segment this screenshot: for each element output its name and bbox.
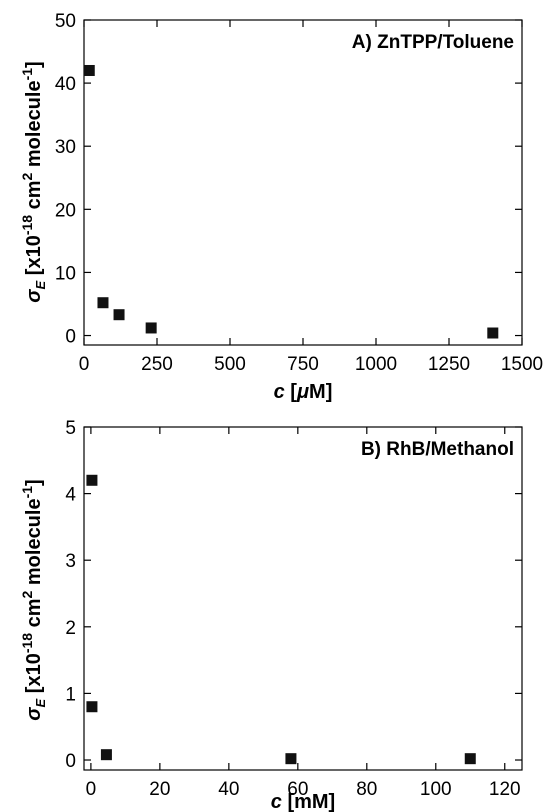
y-tick-label: 0: [65, 751, 76, 772]
data-point: [113, 309, 125, 321]
x-tick-label: 250: [141, 354, 173, 375]
y-tick-label: 5: [65, 418, 76, 439]
x-tick-label: 80: [356, 779, 377, 800]
x-tick-labels: 0 250 500 750 1000 1250 1500: [79, 354, 543, 375]
x-axis-title: c [μM]: [274, 381, 333, 403]
y-tick-label: 20: [55, 200, 76, 221]
y-tick-label: 50: [55, 11, 76, 32]
plot-frame: [83, 426, 523, 771]
x-tick-label: 0: [86, 779, 97, 800]
x-tick-label: 60: [287, 779, 308, 800]
data-point: [86, 474, 98, 486]
data-point: [464, 753, 476, 765]
y-tick-labels: 0 1 2 3 4 5: [65, 418, 76, 772]
x-axis-title: c [mM]: [271, 791, 335, 812]
x-tick-label: 1500: [501, 354, 543, 375]
x-tick-label: 500: [214, 354, 246, 375]
panel-label: A) ZnTPP/Toluene: [352, 32, 514, 53]
data-point: [487, 327, 499, 339]
y-ticks: [84, 19, 522, 337]
y-axis-title: σE [x10-18 cm2 molecule-1]: [19, 61, 48, 302]
x-tick-label: 1250: [428, 354, 470, 375]
y-tick-label: 2: [65, 618, 76, 639]
data-point: [97, 297, 109, 309]
x-tick-label: 40: [218, 779, 239, 800]
y-axis-title: σE [x10-18 cm2 molecule-1]: [19, 479, 48, 720]
x-ticks: [90, 427, 506, 770]
x-tick-label: 750: [287, 354, 319, 375]
data-point: [285, 753, 297, 765]
y-tick-label: 40: [55, 74, 76, 95]
data-points: [83, 64, 499, 339]
y-tick-label: 30: [55, 137, 76, 158]
data-point: [83, 64, 95, 76]
y-tick-label: 10: [55, 263, 76, 284]
y-tick-label: 0: [65, 327, 76, 348]
y-ticks: [84, 426, 522, 761]
panel-label: B) RhB/Methanol: [361, 439, 514, 460]
x-tick-label: 1000: [355, 354, 397, 375]
panel-a: 0 250 500 750 1000 1250 1500 0 10 20 30 40 50 A) Zn…: [19, 11, 543, 403]
data-point: [100, 749, 112, 761]
data-point: [86, 701, 98, 713]
y-tick-labels: 0 10 20 30 40 50: [55, 11, 76, 348]
x-tick-label: 20: [149, 779, 170, 800]
x-tick-label: 0: [79, 354, 90, 375]
y-tick-label: 1: [65, 684, 76, 705]
y-tick-label: 3: [65, 551, 76, 572]
x-tick-label: 100: [420, 779, 452, 800]
x-ticks: [83, 20, 523, 345]
data-point: [145, 322, 157, 334]
x-tick-label: 120: [489, 779, 521, 800]
x-tick-labels: 0 20 40 60 80 100 120: [86, 779, 521, 800]
data-points: [86, 474, 476, 765]
plot-frame: [83, 19, 523, 346]
y-tick-label: 4: [65, 485, 76, 506]
panel-b: 0 20 40 60 80 100 120 0 1 2 3 4 5 B) RhB/Methanol c…: [19, 418, 523, 812]
